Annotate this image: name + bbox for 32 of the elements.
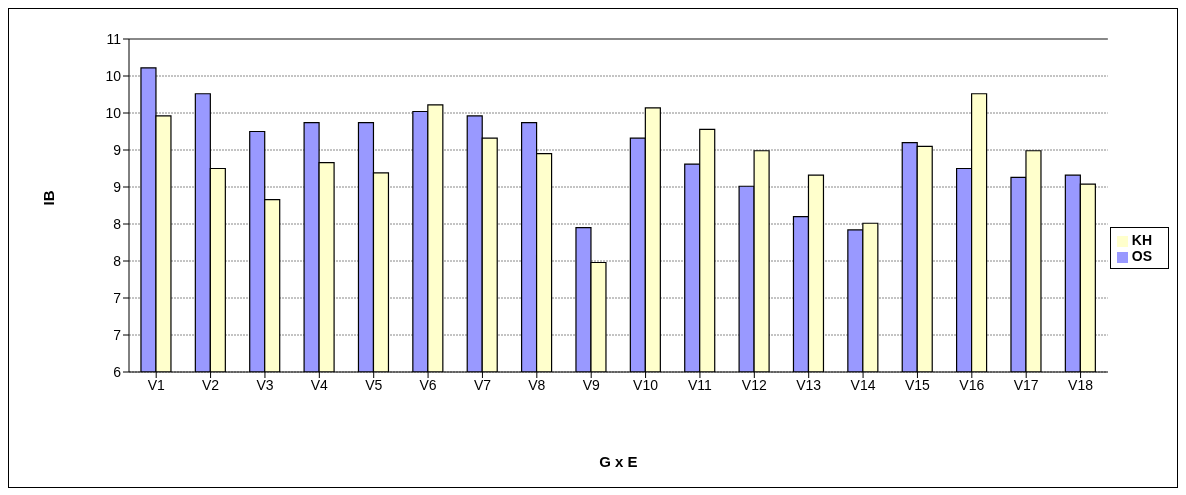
y-tick-label: 7 bbox=[113, 289, 122, 306]
x-tick-label: V12 bbox=[741, 376, 767, 393]
x-tick-label: V14 bbox=[850, 376, 876, 393]
x-tick-label: V3 bbox=[256, 376, 274, 393]
x-tick-label: V18 bbox=[1068, 376, 1094, 393]
y-tick-label: 9 bbox=[113, 178, 122, 195]
x-tick-label: V5 bbox=[365, 376, 383, 393]
x-tick-label: V16 bbox=[959, 376, 985, 393]
x-tick-label: V1 bbox=[147, 376, 165, 393]
x-tick-label: V4 bbox=[310, 376, 329, 393]
x-tick-label: V9 bbox=[582, 376, 600, 393]
y-tick-label: 7 bbox=[113, 326, 122, 343]
x-tick-label: V8 bbox=[528, 376, 546, 393]
y-tick-label: 8 bbox=[113, 215, 122, 232]
x-tick-label: V7 bbox=[473, 376, 492, 393]
x-tick-label: V13 bbox=[796, 376, 822, 393]
x-tick-label: V6 bbox=[419, 376, 437, 393]
legend-label: OS bbox=[1131, 248, 1152, 264]
x-tick-label: V10 bbox=[633, 376, 659, 393]
x-tick-label: V15 bbox=[904, 376, 931, 393]
x-axis-title: G x E bbox=[599, 453, 638, 470]
x-tick-label: V17 bbox=[1013, 376, 1039, 393]
y-tick-label: 11 bbox=[106, 30, 122, 47]
y-tick-label: 8 bbox=[113, 252, 122, 269]
x-tick-label: V2 bbox=[202, 376, 220, 393]
y-tick-label: 10 bbox=[105, 104, 122, 121]
x-tick-label: V11 bbox=[688, 376, 713, 393]
legend-label: KH bbox=[1131, 232, 1152, 248]
y-tick-label: 6 bbox=[113, 363, 122, 380]
y-tick-label: 9 bbox=[113, 141, 122, 158]
y-tick-label: 10 bbox=[105, 67, 122, 84]
y-axis-title: IB bbox=[40, 190, 58, 206]
